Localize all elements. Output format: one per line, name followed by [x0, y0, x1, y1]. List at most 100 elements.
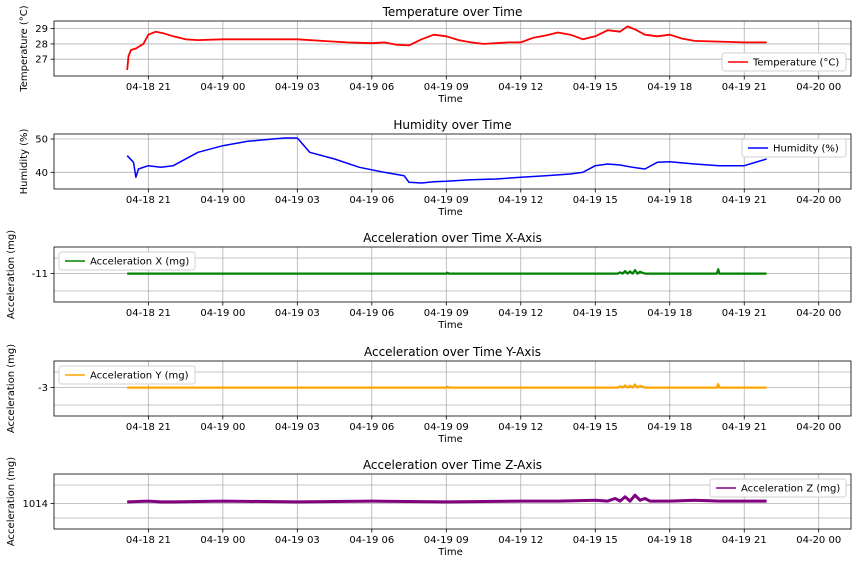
- legend-box: [741, 138, 847, 158]
- x-tick-label: 04-19 09: [424, 82, 469, 93]
- chart-title: Humidity over Time: [393, 118, 511, 132]
- chart-panel-4: Acceleration over Time Y-Axis 04-18 21 04-…: [6, 344, 852, 445]
- x-tick-label: 04-19 06: [349, 422, 394, 433]
- x-tick-label: 04-19 15: [573, 195, 618, 206]
- x-tick-label: 04-19 18: [647, 422, 692, 433]
- x-axis-label: Time: [437, 434, 462, 445]
- x-tick-label: 04-20 00: [796, 535, 841, 546]
- x-tick-label: 04-19 18: [647, 308, 692, 319]
- legend: Temperature (°C): [721, 52, 847, 72]
- series-line: [127, 493, 767, 504]
- chart-panel-3: Acceleration over Time X-Axis 04-18 21 04-…: [6, 230, 852, 331]
- y-axis-label: Humidity (%): [19, 128, 30, 194]
- x-tick-label: 04-19 12: [498, 308, 543, 319]
- x-tick-label: 04-20 00: [796, 422, 841, 433]
- series-line: [126, 137, 767, 184]
- chart-panel-5: Acceleration over Time Z-Axis 04-18 21 04-…: [6, 457, 852, 558]
- x-axis-label: Time: [437, 94, 462, 105]
- chart-panel-1: Temperature over Time 04-18 21 04-19 00 04-…: [19, 5, 852, 105]
- y-axis-label: Acceleration (mg): [6, 230, 17, 319]
- legend: Acceleration Y (mg): [58, 365, 196, 385]
- x-tick-label: 04-19 03: [275, 82, 320, 93]
- x-axis-label: Time: [437, 207, 462, 218]
- series-line: [127, 383, 767, 389]
- x-tick-label: 04-19 12: [498, 195, 543, 206]
- x-tick-label: 04-18 21: [126, 535, 171, 546]
- x-tick-label: 04-19 21: [722, 195, 767, 206]
- legend: Acceleration Z (mg): [709, 478, 847, 498]
- legend-label: Humidity (%): [773, 144, 839, 155]
- x-tick-label: 04-19 00: [200, 308, 245, 319]
- y-axis-label: Acceleration (mg): [6, 457, 17, 546]
- x-tick-label: 04-19 12: [498, 82, 543, 93]
- x-tick-label: 04-18 21: [126, 422, 171, 433]
- x-tick-label: 04-18 21: [126, 195, 171, 206]
- legend-box: [58, 251, 196, 271]
- x-tick-label: 04-19 15: [573, 535, 618, 546]
- x-tick-label: 04-19 12: [498, 422, 543, 433]
- chart-title: Temperature over Time: [382, 5, 523, 19]
- legend: Humidity (%): [741, 138, 847, 158]
- plot-frame: [53, 133, 852, 190]
- plot-frame: [53, 360, 852, 417]
- x-tick-label: 04-19 00: [200, 422, 245, 433]
- legend-label: Temperature (°C): [752, 58, 839, 69]
- x-tick-label: 04-19 15: [573, 422, 618, 433]
- plot-frame: [53, 246, 852, 303]
- legend-box: [58, 365, 196, 385]
- x-tick-label: 04-19 21: [722, 535, 767, 546]
- y-tick-label: 27: [35, 55, 48, 66]
- y-tick-label: 1014: [23, 499, 48, 510]
- legend-label: Acceleration Z (mg): [741, 484, 840, 495]
- y-tick-label: -3: [38, 383, 48, 394]
- x-tick-label: 04-19 09: [424, 195, 469, 206]
- plot-frame: [53, 473, 852, 530]
- chart-title: Acceleration over Time Z-Axis: [363, 458, 542, 472]
- x-tick-label: 04-19 15: [573, 82, 618, 93]
- x-tick-label: 04-19 15: [573, 308, 618, 319]
- y-tick-label: 28: [35, 39, 48, 50]
- x-tick-label: 04-19 09: [424, 422, 469, 433]
- chart-panel-2: Humidity over Time 04-18 21 04-19 00 04-19 …: [19, 118, 852, 218]
- x-tick-label: 04-19 06: [349, 535, 394, 546]
- x-tick-label: 04-19 12: [498, 535, 543, 546]
- plot-frame: [53, 20, 852, 77]
- x-tick-label: 04-19 21: [722, 308, 767, 319]
- y-tick-label: 50: [35, 135, 48, 146]
- y-tick-label: -11: [32, 269, 48, 280]
- x-axis-label: Time: [437, 320, 462, 331]
- x-tick-label: 04-19 03: [275, 195, 320, 206]
- chart-title: Acceleration over Time X-Axis: [363, 231, 542, 245]
- x-tick-label: 04-19 03: [275, 535, 320, 546]
- x-tick-label: 04-19 03: [275, 422, 320, 433]
- x-axis-label: Time: [437, 547, 462, 558]
- y-axis-label: Acceleration (mg): [6, 344, 17, 433]
- x-tick-label: 04-19 06: [349, 195, 394, 206]
- series-line: [126, 25, 767, 70]
- x-tick-label: 04-20 00: [796, 308, 841, 319]
- x-tick-label: 04-19 00: [200, 535, 245, 546]
- x-tick-label: 04-18 21: [126, 82, 171, 93]
- y-axis-label: Temperature (°C): [19, 5, 30, 92]
- legend-label: Acceleration X (mg): [90, 257, 189, 268]
- chart-title: Acceleration over Time Y-Axis: [364, 345, 541, 359]
- y-tick-label: 40: [35, 168, 48, 179]
- x-tick-label: 04-19 09: [424, 535, 469, 546]
- x-tick-label: 04-19 00: [200, 195, 245, 206]
- x-tick-label: 04-19 21: [722, 82, 767, 93]
- legend-box: [709, 478, 847, 498]
- x-tick-label: 04-19 18: [647, 535, 692, 546]
- y-tick-label: 29: [35, 24, 48, 35]
- x-tick-label: 04-19 06: [349, 82, 394, 93]
- legend: Acceleration X (mg): [58, 251, 196, 271]
- x-tick-label: 04-18 21: [126, 308, 171, 319]
- x-tick-label: 04-19 18: [647, 82, 692, 93]
- x-tick-label: 04-19 18: [647, 195, 692, 206]
- x-tick-label: 04-19 06: [349, 308, 394, 319]
- x-tick-label: 04-20 00: [796, 195, 841, 206]
- x-tick-label: 04-19 21: [722, 422, 767, 433]
- x-tick-label: 04-19 00: [200, 82, 245, 93]
- legend-box: [721, 52, 847, 72]
- legend-label: Acceleration Y (mg): [90, 371, 189, 382]
